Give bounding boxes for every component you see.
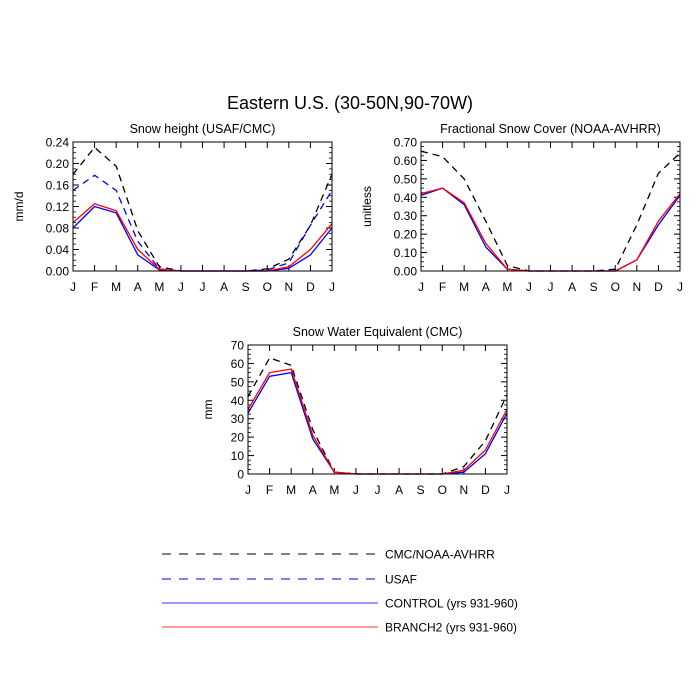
x-tick-label: A bbox=[568, 280, 576, 294]
x-tick-label: M bbox=[286, 483, 296, 497]
x-tick-label: J bbox=[245, 483, 251, 497]
plot-frame bbox=[247, 344, 508, 475]
y-tick-label: 0.20 bbox=[46, 157, 70, 171]
y-tick-label: 0.20 bbox=[394, 228, 418, 242]
x-tick-label: S bbox=[590, 280, 598, 294]
y-axis-label: unitless bbox=[360, 186, 374, 227]
x-tick-label: D bbox=[306, 280, 315, 294]
x-tick-label: J bbox=[178, 280, 184, 294]
y-tick-label: 20 bbox=[231, 431, 245, 445]
x-tick-label: J bbox=[375, 483, 381, 497]
panel-title: Fractional Snow Cover (NOAA-AVHRR) bbox=[440, 122, 661, 136]
series-line-control-yrs-931-960 bbox=[72, 205, 333, 272]
y-tick-label: 0 bbox=[237, 468, 244, 482]
x-tick-label: M bbox=[154, 280, 164, 294]
series-line-branch2-yrs-931-960 bbox=[72, 203, 333, 272]
y-tick-label: 0.24 bbox=[46, 136, 70, 150]
y-tick-label: 0.00 bbox=[46, 265, 70, 279]
x-tick-label: M bbox=[111, 280, 121, 294]
y-tick-label: 0.12 bbox=[46, 200, 70, 214]
x-tick-label: J bbox=[200, 280, 206, 294]
y-tick-label: 0.30 bbox=[394, 209, 418, 223]
x-tick-label: N bbox=[459, 483, 468, 497]
y-tick-label: 60 bbox=[231, 357, 245, 371]
legend-label: USAF bbox=[385, 573, 417, 587]
plot-frame bbox=[420, 141, 681, 272]
x-tick-label: A bbox=[482, 280, 490, 294]
y-tick-label: 10 bbox=[231, 449, 245, 463]
legend-label: BRANCH2 (yrs 931-960) bbox=[385, 621, 517, 635]
y-tick-label: 0.60 bbox=[394, 154, 418, 168]
x-tick-label: A bbox=[134, 280, 142, 294]
plot-frame bbox=[72, 141, 333, 272]
legend-label: CONTROL (yrs 931-960) bbox=[385, 597, 518, 611]
x-tick-label: J bbox=[504, 483, 510, 497]
x-tick-label: J bbox=[548, 280, 554, 294]
x-tick-label: M bbox=[329, 483, 339, 497]
x-tick-label: A bbox=[309, 483, 317, 497]
x-tick-label: O bbox=[263, 280, 272, 294]
x-tick-label: S bbox=[417, 483, 425, 497]
series-line-usaf bbox=[72, 174, 333, 272]
y-tick-label: 0.70 bbox=[394, 136, 418, 150]
x-tick-label: N bbox=[284, 280, 293, 294]
x-tick-label: A bbox=[220, 280, 228, 294]
x-tick-label: S bbox=[242, 280, 250, 294]
y-axis-label: mm/d bbox=[12, 192, 26, 222]
y-tick-label: 40 bbox=[231, 394, 245, 408]
panel-title: Snow height (USAF/CMC) bbox=[130, 122, 276, 136]
y-tick-label: 0.04 bbox=[46, 243, 70, 257]
y-axis-label: mm bbox=[201, 400, 215, 420]
x-tick-label: J bbox=[526, 280, 532, 294]
y-tick-label: 0.08 bbox=[46, 222, 70, 236]
legend-label: CMC/NOAA-AVHRR bbox=[385, 548, 495, 562]
series-line-branch2-yrs-931-960 bbox=[420, 187, 681, 272]
y-tick-label: 0.16 bbox=[46, 179, 70, 193]
x-tick-label: J bbox=[418, 280, 424, 294]
chart-panel-1: Snow height (USAF/CMC) mm/d 0.00 0.04 0.08 0.… bbox=[12, 122, 335, 294]
x-tick-label: J bbox=[70, 280, 76, 294]
chart-panel-3: Snow Water Equivalent (CMC) mm 0 10 20 30 40 50… bbox=[201, 325, 510, 497]
x-tick-label: O bbox=[611, 280, 620, 294]
series-line-branch2-yrs-931-960 bbox=[247, 368, 508, 475]
x-tick-label: D bbox=[654, 280, 663, 294]
series-line-cmc-noaa-avhrr bbox=[247, 357, 508, 475]
x-tick-label: M bbox=[502, 280, 512, 294]
y-tick-label: 0.00 bbox=[394, 265, 418, 279]
y-tick-label: 0.10 bbox=[394, 246, 418, 260]
x-tick-label: A bbox=[395, 483, 403, 497]
series-line-control-yrs-931-960 bbox=[247, 371, 508, 475]
panel-title: Snow Water Equivalent (CMC) bbox=[293, 325, 463, 339]
x-tick-label: J bbox=[329, 280, 335, 294]
x-tick-label: F bbox=[439, 280, 446, 294]
x-tick-label: M bbox=[459, 280, 469, 294]
x-tick-label: N bbox=[632, 280, 641, 294]
y-tick-label: 30 bbox=[231, 412, 245, 426]
x-tick-label: D bbox=[481, 483, 490, 497]
y-tick-label: 50 bbox=[231, 375, 245, 389]
y-tick-label: 0.50 bbox=[394, 172, 418, 186]
x-tick-label: J bbox=[353, 483, 359, 497]
y-tick-label: 70 bbox=[231, 339, 245, 353]
x-tick-label: F bbox=[266, 483, 273, 497]
x-tick-label: O bbox=[438, 483, 447, 497]
y-tick-label: 0.40 bbox=[394, 191, 418, 205]
x-tick-label: F bbox=[91, 280, 98, 294]
x-tick-label: J bbox=[677, 280, 683, 294]
chart-panels: Snow height (USAF/CMC) mm/d 0.00 0.04 0.08 0.… bbox=[12, 122, 683, 497]
chart-panel-2: Fractional Snow Cover (NOAA-AVHRR) unitle… bbox=[360, 122, 683, 294]
legend: CMC/NOAA-AVHRR USAF CONTROL (yrs 931-960) B… bbox=[162, 548, 518, 635]
figure-title: Eastern U.S. (30-50N,90-70W) bbox=[227, 93, 473, 113]
